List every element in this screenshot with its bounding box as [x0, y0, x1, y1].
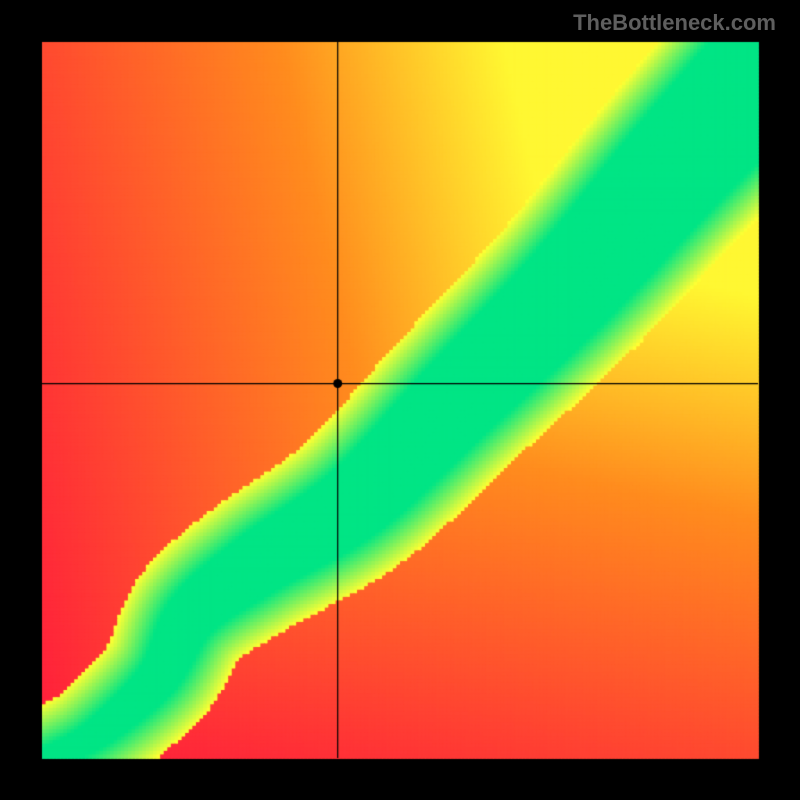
chart-container: TheBottleneck.com [0, 0, 800, 800]
watermark-text: TheBottleneck.com [573, 10, 776, 36]
heatmap-canvas [0, 0, 800, 800]
